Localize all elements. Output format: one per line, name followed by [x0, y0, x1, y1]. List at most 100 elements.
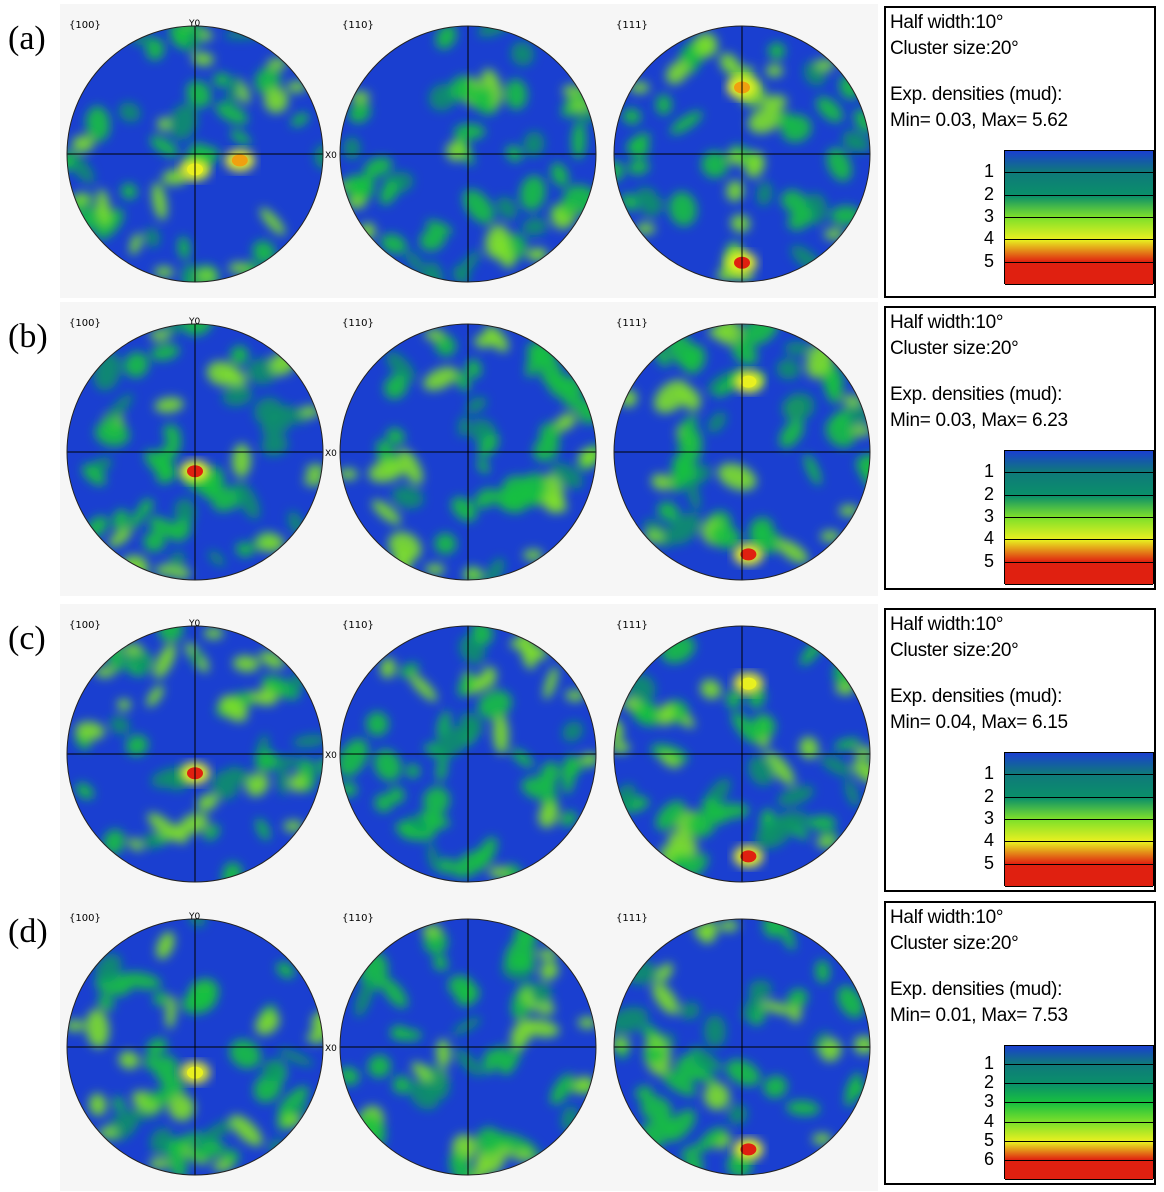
pole-label: {100}	[69, 318, 101, 329]
density-blob	[742, 992, 763, 1021]
density-blob	[627, 159, 650, 175]
density-blob	[118, 102, 141, 123]
pole-figure-row: (a) {100} Y0 X0 {110} {111} Half width:10° Clus…	[0, 4, 1164, 298]
density-blob	[142, 832, 160, 850]
pole-figures-svg: {100} Y0 X0 {110} {111}	[60, 897, 878, 1191]
density-blob	[423, 366, 458, 391]
density-blob	[550, 162, 569, 187]
density-blob	[853, 1042, 870, 1055]
density-blob	[725, 1059, 761, 1086]
density-blob	[530, 982, 552, 1005]
density-blob	[521, 217, 548, 236]
density-blob	[761, 94, 788, 111]
legend-half-width: Half width:10°	[890, 312, 1004, 333]
density-blob	[391, 485, 424, 509]
density-blob	[462, 189, 495, 224]
density-blob	[634, 187, 657, 205]
density-blob	[75, 721, 105, 740]
density-blob	[655, 94, 672, 115]
density-blob	[177, 236, 190, 260]
density-blob	[71, 135, 94, 153]
x-axis-label: X0	[325, 751, 337, 761]
density-blob	[777, 539, 809, 564]
density-blob	[701, 798, 728, 824]
density-blob	[748, 755, 775, 786]
density-blob	[773, 811, 810, 831]
density-blob	[181, 324, 213, 336]
density-blob	[454, 123, 486, 140]
density-blob	[398, 448, 423, 485]
density-hotspot	[740, 850, 757, 863]
density-blob	[509, 637, 530, 650]
legend-densities-title: Exp. densities (mud):	[890, 686, 1063, 707]
legend-level-tick: 3	[984, 808, 995, 828]
density-blob	[259, 207, 286, 236]
density-blob	[232, 655, 260, 672]
density-blob	[560, 389, 589, 412]
pole-label: {100}	[69, 620, 101, 631]
legend-band	[1005, 451, 1153, 474]
density-blob	[408, 673, 438, 702]
panel-label: (a)	[8, 20, 46, 57]
density-blob	[450, 75, 474, 102]
density-blob	[261, 405, 297, 438]
density-blob	[787, 206, 813, 231]
legend-level-tick: 3	[984, 506, 995, 526]
density-blob	[388, 786, 405, 804]
legend-cluster-size: Cluster size:20°	[890, 38, 1019, 59]
density-blob	[543, 666, 559, 700]
panel-label: (b)	[8, 318, 48, 355]
density-blob	[146, 685, 164, 707]
density-blob	[122, 643, 143, 656]
density-blob	[153, 991, 168, 1007]
density-blob	[824, 376, 843, 400]
density-blob	[693, 1050, 717, 1071]
density-blob	[317, 758, 323, 778]
density-blob	[423, 786, 450, 816]
legend-band	[1005, 495, 1153, 518]
density-blob	[190, 649, 203, 667]
pole-figure	[339, 625, 597, 883]
legend-band	[1005, 240, 1153, 263]
pole-figures-svg: {100} Y0 X0 {110} {111}	[60, 4, 878, 298]
density-blob	[614, 1036, 631, 1049]
legend-band	[1005, 562, 1153, 585]
density-blob	[149, 135, 179, 158]
density-blob	[826, 147, 852, 182]
legend-level-tick: 4	[984, 228, 995, 249]
legend-band	[1005, 473, 1153, 496]
density-blob	[579, 752, 596, 765]
density-blob	[655, 800, 686, 831]
density-blob	[700, 1127, 727, 1149]
legend-half-width: Half width:10°	[890, 12, 1004, 33]
legend-level-tick: 2	[984, 785, 995, 806]
density-blob	[340, 468, 359, 481]
legend-densities-title: Exp. densities (mud):	[890, 979, 1063, 1000]
density-blob	[174, 498, 196, 525]
density-blob	[725, 690, 743, 709]
legend-level-tick: 6	[984, 1148, 995, 1169]
density-blob	[306, 1031, 323, 1044]
legend-level-tick: 1	[984, 461, 995, 482]
density-blob	[196, 793, 219, 812]
density-blob	[815, 959, 830, 984]
density-blob	[844, 778, 860, 808]
legend-band	[1005, 1103, 1153, 1123]
legend-band	[1005, 842, 1153, 865]
density-blob	[693, 925, 714, 938]
density-blob	[95, 208, 124, 240]
pole-figure	[613, 918, 871, 1176]
density-blob	[665, 60, 689, 85]
pole-figure	[339, 323, 597, 581]
density-blob	[148, 1157, 169, 1170]
density-blob	[852, 424, 870, 437]
density-blob	[263, 87, 289, 114]
density-blob	[452, 265, 470, 282]
density-blob	[411, 1062, 433, 1082]
density-blob	[664, 1109, 696, 1142]
density-blob	[539, 961, 559, 981]
density-blob	[128, 837, 143, 852]
density-blob	[741, 324, 778, 346]
density-blob	[780, 189, 807, 213]
legend-cluster-size: Cluster size:20°	[890, 338, 1019, 359]
